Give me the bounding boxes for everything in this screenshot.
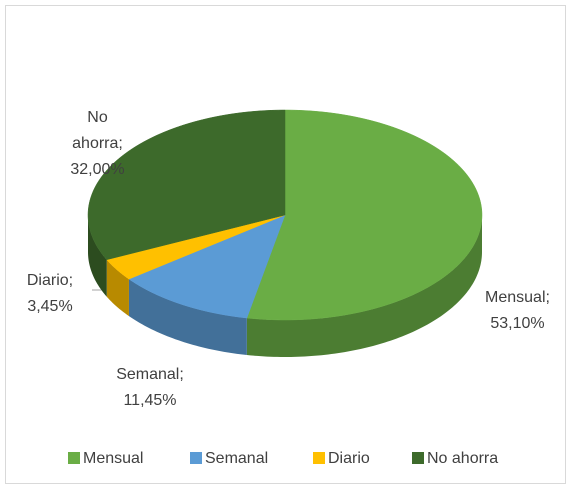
label-category: Diario [26,272,69,289]
label-category: Mensual [485,289,546,306]
label-separator: ; [545,289,550,306]
legend-label: Mensual [83,450,143,467]
legend-label: No ahorra [427,450,498,467]
slice-side [246,215,482,357]
slice [246,109,483,321]
label-value: 3,45% [27,298,73,315]
label-separator: ; [68,272,74,289]
label-value: 32,00% [70,161,125,178]
slice-side [88,215,107,297]
slice-side [128,279,247,356]
data-label: Mensual; 53,10% [470,285,565,337]
legend-swatch [68,452,80,464]
slice-side [106,259,129,317]
label-separator: ; [118,135,123,152]
legend-swatch [313,452,325,464]
slice [87,109,286,260]
label-value: 11,45% [123,392,177,409]
label-value: 53,10% [490,315,545,332]
label-separator: ; [179,366,184,383]
slice [106,214,286,280]
legend-label: Semanal [205,450,268,467]
slice [128,214,286,319]
label-category: No ahorra [72,109,119,152]
data-label: No ahorra; 32,00% [60,105,135,183]
data-label: Diario; 3,45% [10,268,90,320]
data-label: Semanal; 11,45% [100,362,200,414]
legend-swatch [190,452,202,464]
legend-label: Diario [328,450,370,467]
label-category: Semanal [116,366,180,383]
legend-swatch [412,452,424,464]
